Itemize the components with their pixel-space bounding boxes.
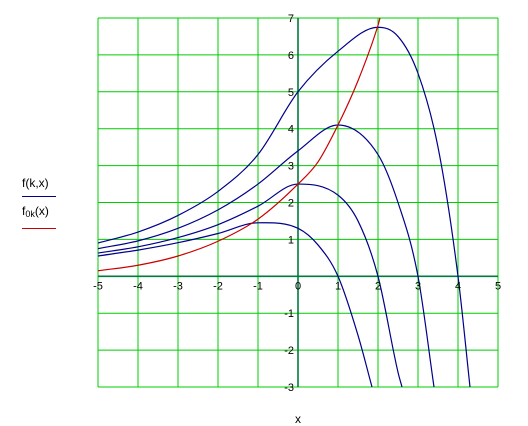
series-line-f-k3 [97, 124, 435, 388]
y-tick-label: -3 [284, 382, 294, 394]
x-axis-label: x [295, 412, 301, 426]
axes [98, 18, 498, 387]
tick-labels: -5 -4 -3 -2 -1 0 1 2 3 4 5 -3 -2 -1 1 2 3 4 5 6 7 [93, 13, 501, 394]
x-tick-label: -3 [173, 280, 183, 292]
legend-label-f0k-sub: 0k [25, 209, 35, 219]
legend-label-f: f(k,x) [22, 176, 49, 190]
x-tick-label: 4 [455, 280, 461, 292]
x-tick-label: -1 [253, 280, 263, 292]
y-tick-label: 3 [288, 161, 294, 173]
y-tick-label: 2 [288, 198, 294, 210]
series-line-f-k1 [97, 222, 373, 388]
x-tick-label: 3 [415, 280, 421, 292]
x-tick-label: -4 [133, 280, 143, 292]
legend-label-f0k-tail: (x) [34, 204, 49, 218]
x-tick-label: 0 [295, 280, 301, 292]
series [97, 17, 471, 388]
legend-label-f0k-main: f [22, 204, 26, 218]
y-tick-label: -2 [284, 345, 294, 357]
y-tick-label: -1 [284, 308, 294, 320]
y-tick-label: 5 [288, 87, 294, 99]
x-tick-label: 1 [335, 280, 341, 292]
y-tick-label: 4 [288, 124, 294, 136]
y-tick-label: 1 [288, 234, 294, 246]
series-line-f-k4 [97, 26, 471, 388]
x-tick-label: -5 [93, 280, 103, 292]
legend-entry-f: f(k,x) [22, 176, 49, 190]
series-line-f0k [97, 17, 381, 272]
series-line-f-k2 [97, 183, 403, 388]
x-tick-label: 5 [495, 280, 501, 292]
y-tick-label: 7 [288, 13, 294, 25]
y-tick-label: 6 [288, 50, 294, 62]
x-tick-label: -2 [213, 280, 223, 292]
x-tick-label: 2 [375, 280, 381, 292]
legend-line-f0k [22, 228, 56, 229]
legend-line-f [22, 196, 56, 197]
legend-entry-f0k: f0k(x) [22, 204, 49, 221]
